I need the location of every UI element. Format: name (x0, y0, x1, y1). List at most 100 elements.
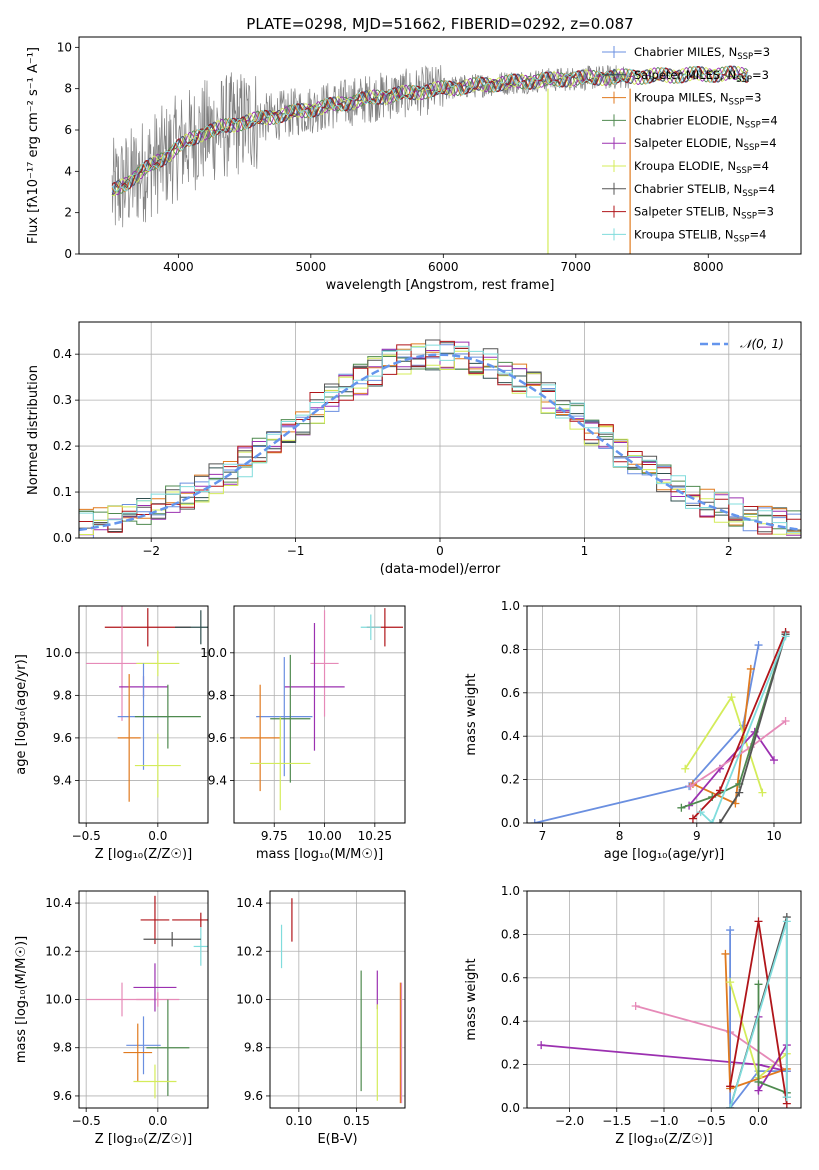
y-tick-label: 0.0 (501, 1101, 520, 1115)
histogram-kroupa-elodie (79, 345, 801, 535)
y-tick-label: 1.0 (501, 884, 520, 898)
y-tick-label: 10.0 (45, 646, 72, 660)
weight-marker (735, 788, 744, 797)
axes-frame (78, 890, 209, 1109)
plot-area (86, 895, 208, 1099)
weight-marker (754, 980, 763, 989)
x-tick-label: −2.0 (555, 1114, 584, 1128)
y-axis-label: mass weight (464, 673, 479, 755)
x-axis-label: age [log₁₀(age/yr)] (604, 847, 725, 862)
x-tick-label: −0.5 (72, 829, 101, 843)
y-tick-label: 1.0 (501, 599, 520, 613)
y-axis-label: age [log₁₀(age/yr)] (14, 654, 29, 775)
plot-area (240, 608, 403, 811)
y-tick-label: 9.8 (53, 1041, 72, 1055)
weight-marker (754, 1077, 763, 1086)
x-tick-label: 2 (725, 544, 733, 558)
plot-area (280, 898, 403, 1104)
weight-marker (781, 632, 790, 641)
weight-marker (726, 978, 735, 987)
legend: 𝒩(0, 1) (700, 337, 784, 351)
legend-entry: Chabrier STELIB, NSSP=4 (634, 182, 775, 199)
plot-area (79, 339, 801, 538)
y-tick-label: 10 (57, 40, 72, 54)
x-tick-label: 0.0 (148, 829, 167, 843)
weight-marker (686, 782, 695, 791)
x-tick-label: 10.25 (358, 829, 392, 843)
y-tick-label: 0.2 (501, 1058, 520, 1072)
x-tick-label: −0.5 (72, 1114, 101, 1128)
x-tick-label: −1 (287, 544, 305, 558)
x-tick-label: −0.5 (697, 1114, 726, 1128)
weight-marker (769, 756, 778, 765)
histogram-kroupa-stelib (79, 344, 801, 533)
x-tick-label: 7000 (561, 260, 592, 274)
y-tick-label: 6 (64, 123, 72, 137)
weight-marker (631, 1002, 640, 1011)
x-tick-label: 5000 (296, 260, 327, 274)
axes-frame (78, 321, 802, 539)
x-tick-label: 8000 (693, 260, 724, 274)
legend-entry: Chabrier MILES, NSSP=3 (634, 45, 770, 62)
y-tick-label: 2 (64, 206, 72, 220)
weight-marker (781, 717, 790, 726)
x-tick-label: 10.00 (307, 829, 341, 843)
legend-entry: Kroupa MILES, NSSP=3 (634, 91, 761, 108)
y-tick-label: 10.4 (236, 896, 263, 910)
weight-marker (696, 808, 705, 817)
y-tick-label: 0.3 (53, 393, 72, 407)
weight-marker (746, 664, 755, 673)
plot-area (86, 606, 208, 802)
y-tick-label: 10.2 (45, 944, 72, 958)
weight-marker (537, 1041, 546, 1050)
plot-area (111, 65, 749, 254)
weight-marker (754, 1086, 763, 1095)
panel-spectrum: 4000 5000 6000 7000 8000 0 2 4 6 8 10 wavelength [A… (26, 36, 802, 293)
y-tick-label: 0 (64, 247, 72, 261)
legend: Chabrier MILES, NSSP=3 Salpeter MILES, NS… (602, 45, 778, 244)
panel-weight_vs_age: 7 8 9 10 0.0 0.2 0.4 0.6 0.8 1.0 age [log₁₀(age/yr… (464, 599, 802, 862)
axes-frame (78, 36, 802, 255)
x-tick-label: 1 (581, 544, 589, 558)
legend-entry: Chabrier ELODIE, NSSP=4 (634, 113, 778, 130)
weight-line (534, 644, 760, 823)
plot-area (530, 628, 790, 823)
weight-marker (721, 949, 730, 958)
x-tick-label: 4000 (163, 260, 194, 274)
x-tick-label: 0.0 (148, 1114, 167, 1128)
y-tick-label: 10.0 (45, 993, 72, 1007)
weight-marker (530, 819, 539, 823)
plot-area (537, 913, 791, 1108)
x-tick-label: 7 (539, 829, 547, 843)
axes-frame (269, 890, 406, 1109)
y-tick-label: 0.4 (53, 347, 72, 361)
weight-marker (782, 917, 791, 926)
weight-marker (726, 1104, 735, 1108)
legend-entry: Kroupa STELIB, NSSP=4 (634, 227, 766, 244)
x-tick-label: −1.0 (649, 1114, 678, 1128)
legend-entry: Salpeter ELODIE, NSSP=4 (634, 136, 777, 153)
x-axis-label: wavelength [Angstrom, rest frame] (326, 278, 555, 293)
weight-marker (677, 803, 686, 812)
x-tick-label: −2 (142, 544, 160, 558)
axes-frame (526, 890, 802, 1109)
x-tick-label: 6000 (428, 260, 459, 274)
model-spectrum-kroupa-stelib (111, 65, 749, 192)
y-tick-label: 9.6 (208, 731, 227, 745)
y-tick-label: 0.4 (501, 1014, 520, 1028)
weight-marker (726, 926, 735, 935)
y-tick-label: 0.8 (501, 927, 520, 941)
panel-weight_vs_Z: −2.0 −1.5 −1.0 −0.5 0.0 0.0 0.2 0.4 0.6 0.8 1.0 Z [… (464, 884, 802, 1147)
figure-title: PLATE=0298, MJD=51662, FIBERID=0292, z=0… (246, 15, 633, 33)
legend-entry: Salpeter MILES, NSSP=3 (634, 68, 769, 85)
weight-marker (715, 819, 724, 823)
x-axis-label: Z [log₁₀(Z/Z☉)] (95, 847, 192, 862)
y-tick-label: 9.8 (244, 1041, 263, 1055)
legend-entry: 𝒩(0, 1) (740, 337, 784, 351)
axes-frame (78, 605, 209, 824)
y-tick-label: 9.4 (208, 773, 227, 787)
y-tick-label: 10.0 (236, 993, 263, 1007)
legend-entry: Salpeter STELIB, NSSP=3 (634, 205, 774, 222)
y-tick-label: 0.8 (501, 642, 520, 656)
